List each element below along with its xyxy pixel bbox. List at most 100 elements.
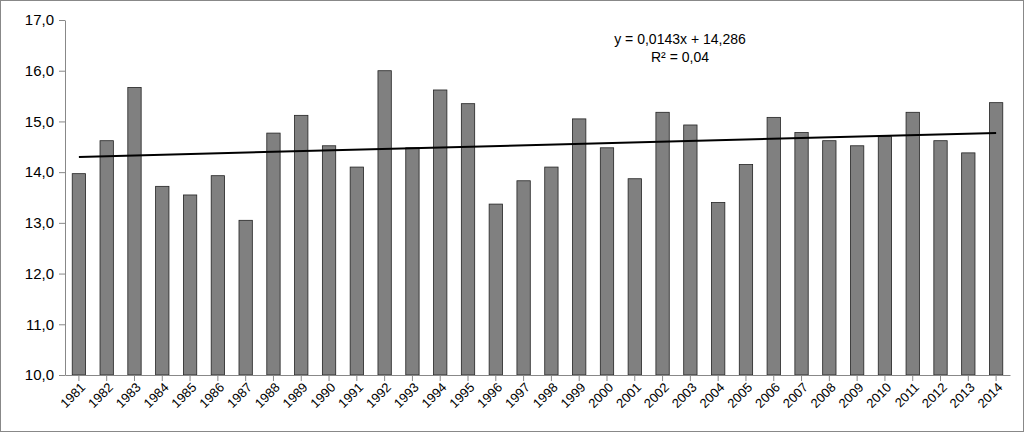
x-tick-label: 1985 [168, 380, 199, 411]
x-tick-mark [996, 375, 997, 381]
x-tick-mark [440, 375, 441, 381]
x-tick-label: 2009 [835, 380, 866, 411]
x-tick-label: 1997 [502, 380, 533, 411]
x-tick-mark [884, 375, 885, 381]
x-tick-mark [217, 375, 218, 381]
bar [628, 179, 641, 375]
x-tick-label: 2007 [780, 380, 811, 411]
x-tick-label: 1984 [141, 380, 172, 411]
x-tick-label: 1983 [113, 380, 144, 411]
x-tick-label: 1987 [224, 380, 255, 411]
x-tick-mark [468, 375, 469, 381]
x-tick-mark [690, 375, 691, 381]
bar [72, 174, 85, 375]
x-tick-label: 1994 [419, 380, 450, 411]
x-tick-mark [773, 375, 774, 381]
y-tick: 14,0 [25, 163, 65, 180]
x-tick-mark [78, 375, 79, 381]
x-tick: 2011 [892, 375, 922, 410]
bar [183, 195, 196, 375]
annotations: y = 0,0143x + 14,286 R² = 0,04 [614, 31, 746, 65]
bar [295, 115, 308, 375]
x-tick: 2013 [947, 375, 978, 411]
x-tick-label: 1981 [57, 380, 88, 411]
y-tick-mark [59, 71, 65, 72]
x-tick: 2012 [919, 375, 950, 411]
x-tick-label: 2001 [613, 380, 644, 411]
x-tick-label: 2014 [974, 380, 1005, 411]
x-tick-label: 1990 [307, 380, 338, 411]
x-tick: 2006 [752, 375, 783, 411]
x-tick: 1985 [168, 375, 199, 411]
x-tick: 2009 [835, 375, 866, 411]
plot: 10,011,012,013,014,015,016,017,019811982… [25, 11, 1011, 410]
bar [600, 148, 613, 375]
bar [573, 119, 586, 375]
x-tick-label: 2012 [919, 380, 950, 411]
y-tick: 17,0 [25, 11, 65, 28]
x-tick: 1984 [141, 375, 172, 411]
y-tick-label: 10,0 [25, 366, 54, 383]
bar [517, 181, 530, 375]
annotation: R² = 0,04 [651, 49, 709, 65]
x-tick: 2008 [808, 375, 839, 411]
x-tick: 1996 [474, 375, 505, 411]
x-tick: 2000 [585, 375, 616, 411]
x-tick: 1999 [557, 375, 588, 411]
x-tick-label: 2004 [696, 380, 727, 411]
x-tick: 1989 [280, 375, 311, 411]
x-tick: 2010 [863, 375, 894, 411]
x-tick-mark [134, 375, 135, 381]
x-tick-label: 1999 [557, 380, 588, 411]
bar [934, 141, 947, 375]
x-tick-mark [301, 375, 302, 381]
x-tick-mark [356, 375, 357, 381]
x-tick-mark [106, 375, 107, 381]
y-tick: 16,0 [25, 62, 65, 79]
x-tick-label: 1989 [280, 380, 311, 411]
bar [656, 112, 669, 375]
y-tick-label: 13,0 [25, 214, 54, 231]
x-tick-label: 2002 [641, 380, 672, 411]
bar [545, 167, 558, 375]
bar [322, 146, 335, 375]
x-tick-mark [829, 375, 830, 381]
bar [989, 103, 1002, 375]
x-tick: 1983 [113, 375, 144, 411]
x-tick-label: 2011 [892, 380, 922, 410]
bar [962, 153, 975, 375]
trend-line [79, 133, 996, 157]
x-tick-mark [857, 375, 858, 381]
x-tick-mark [912, 375, 913, 381]
x-tick-label: 1986 [196, 380, 227, 411]
bar [239, 220, 252, 375]
x-tick-label: 2008 [808, 380, 839, 411]
x-tick-mark [940, 375, 941, 381]
x-tick-mark [968, 375, 969, 381]
x-tick-label: 2013 [947, 380, 978, 411]
frame [1, 1, 1024, 432]
x-tick: 1981 [57, 375, 88, 411]
y-tick-mark [59, 375, 65, 376]
y-tick: 15,0 [25, 113, 65, 130]
bar [434, 90, 447, 375]
x-tick: 2005 [724, 375, 755, 411]
x-tick-mark [801, 375, 802, 381]
bar [406, 148, 419, 375]
y-tick-mark [59, 274, 65, 275]
x-tick-mark [579, 375, 580, 381]
x-tick-label: 1982 [85, 380, 116, 411]
x-tick: 1992 [363, 375, 394, 411]
annotation: y = 0,0143x + 14,286 [614, 31, 746, 47]
x-tick: 1993 [391, 375, 422, 411]
x-tick-mark [606, 375, 607, 381]
x-tick: 1997 [502, 375, 533, 411]
x-tick-label: 1996 [474, 380, 505, 411]
x-tick-label: 2005 [724, 380, 755, 411]
y-tick-mark [59, 121, 65, 122]
x-axis: 1981198219831984198519861987198819891990… [57, 375, 1010, 411]
bar [850, 146, 863, 375]
x-tick-mark [273, 375, 274, 381]
x-tick-mark [495, 375, 496, 381]
x-tick: 2003 [669, 375, 700, 411]
